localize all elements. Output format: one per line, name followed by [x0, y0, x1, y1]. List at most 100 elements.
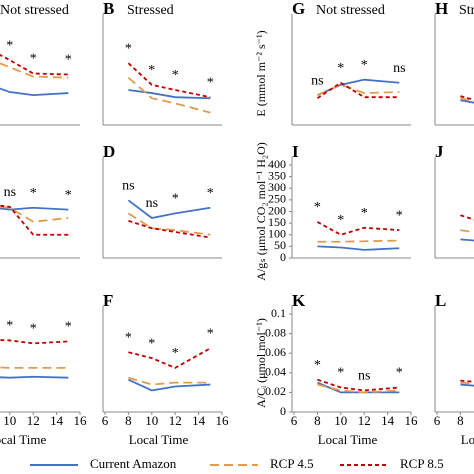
significance-label: * [337, 366, 344, 381]
y-tick-label: 350 [268, 168, 286, 182]
x-tick-label: 8 [314, 413, 321, 428]
y-tick-label: 0.1 [271, 306, 286, 320]
y-tick-label: 50 [274, 238, 286, 252]
significance-label: * [207, 75, 214, 90]
legend-label: Current Amazon [90, 456, 177, 471]
panel-title: Stressed [459, 3, 474, 18]
panel-letter: H [435, 0, 448, 18]
x-tick-label: 12 [27, 413, 40, 428]
significance-label: * [207, 186, 214, 201]
panel-letter: L [435, 291, 446, 310]
y-tick-label: 0.06 [265, 345, 286, 359]
y-tick-label: 100 [268, 227, 286, 241]
significance-label: * [125, 41, 132, 56]
x-tick-label: 10 [145, 413, 158, 428]
series-line [316, 81, 400, 99]
series-line [317, 245, 400, 251]
series-line [128, 219, 211, 239]
x-tick-label: 8 [457, 413, 464, 428]
significance-label: * [314, 200, 321, 215]
series-line [128, 378, 211, 392]
significance-label: * [125, 330, 132, 345]
significance-label: * [6, 38, 13, 53]
series-line [460, 214, 474, 221]
significance-label: * [361, 58, 368, 73]
y-tick-label: 200 [268, 203, 286, 217]
significance-label: * [337, 61, 344, 76]
x-axis-label: Local Time [461, 432, 474, 447]
x-tick-label: 14 [50, 413, 64, 428]
significance-label: ns [146, 196, 158, 211]
panel-title: Stressed [127, 3, 174, 18]
significance-label: * [6, 319, 13, 334]
panel-letter: I [292, 142, 299, 161]
y-tick-label: 0.04 [265, 365, 286, 379]
panel-letter: F [103, 291, 113, 310]
series-line [0, 206, 69, 211]
significance-label: ns [393, 61, 405, 76]
series-line [128, 347, 211, 369]
x-tick-label: 16 [405, 413, 419, 428]
legend-label: RCP 4.5 [270, 456, 314, 471]
series-line [317, 383, 400, 394]
significance-label: * [337, 213, 344, 228]
significance-label: * [314, 358, 321, 373]
series-line [0, 366, 69, 369]
significance-label: * [30, 186, 37, 201]
series-line [317, 239, 400, 243]
significance-label: ns [358, 369, 370, 384]
x-tick-label: 10 [334, 413, 347, 428]
significance-label: * [65, 188, 72, 203]
y-tick-label: 0.02 [265, 384, 286, 398]
significance-label: * [148, 336, 155, 351]
significance-label: * [172, 192, 179, 207]
x-tick-label: 6 [291, 413, 298, 428]
significance-label: ns [311, 73, 323, 88]
y-tick-label: 250 [268, 192, 286, 206]
series-line [460, 383, 474, 387]
series-line [128, 376, 211, 386]
series-line [460, 238, 474, 242]
x-tick-label: 14 [381, 413, 395, 428]
series-line [0, 375, 69, 379]
y-tick-label: 0.08 [265, 325, 286, 339]
series-line [0, 53, 69, 76]
panel-letter: J [435, 142, 444, 161]
panel-letter: B [103, 0, 114, 18]
significance-label: * [172, 68, 179, 83]
significance-label: * [30, 52, 37, 67]
series-line [460, 229, 474, 234]
series-line [0, 204, 69, 236]
series-line [127, 76, 211, 114]
x-tick-label: 12 [358, 413, 371, 428]
significance-label: * [207, 327, 214, 342]
panel-letter: G [292, 0, 305, 18]
x-tick-label: 8 [125, 413, 132, 428]
x-tick-label: 10 [3, 413, 16, 428]
significance-label: ns [4, 185, 16, 200]
panel-title: Not stressed [0, 3, 69, 18]
series-line [127, 62, 211, 99]
series-line [128, 89, 211, 100]
x-tick-label: 6 [102, 413, 109, 428]
series-line [0, 87, 69, 97]
y-axis-label: A/Cᵢ (μmol mol⁻¹) [254, 318, 268, 408]
y-axis-label: A/gₛ (μmol CO₂ mol⁻¹ H₂O) [254, 142, 268, 281]
x-tick-label: 16 [74, 413, 88, 428]
series-line [317, 381, 400, 394]
panel-letter: D [103, 142, 115, 161]
legend-label: RCP 8.5 [400, 456, 444, 471]
series-line [127, 199, 211, 219]
x-axis-label: Local Time [129, 432, 189, 447]
significance-label: * [30, 322, 37, 337]
y-tick-label: 150 [268, 215, 286, 229]
y-axis-label: E (mmol m⁻² s⁻¹) [254, 30, 268, 116]
y-tick-label: 400 [268, 157, 286, 171]
x-tick-label: 16 [216, 413, 230, 428]
y-tick-label: 0 [280, 250, 286, 264]
significance-label: ns [122, 179, 134, 194]
x-tick-label: 14 [192, 413, 206, 428]
y-tick-label: 300 [268, 180, 286, 194]
panel-letter: K [292, 291, 306, 310]
